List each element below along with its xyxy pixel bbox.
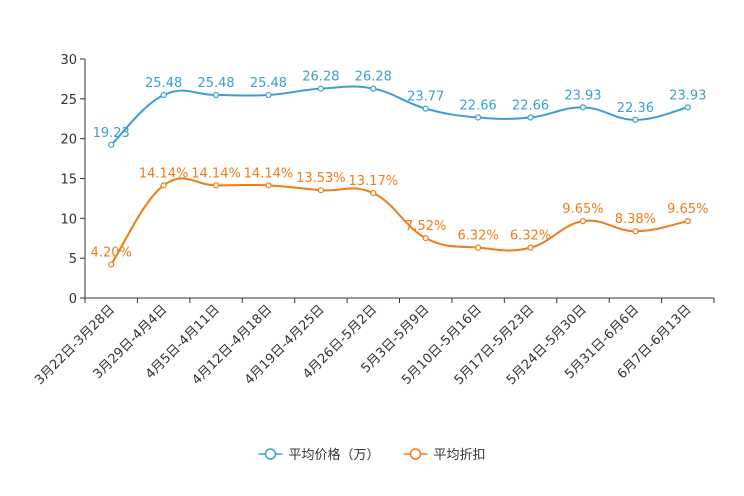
y-tick-label: 20 bbox=[60, 133, 77, 148]
data-point[interactable] bbox=[527, 244, 534, 251]
series-2: 4.20%14.14% 14.14% 14.14% 13.53% 13.17%7.52%… bbox=[91, 166, 708, 268]
data-label: 9.65% bbox=[562, 202, 603, 217]
legend-label: 平均折扣 bbox=[434, 448, 486, 463]
data-label: 25.48 bbox=[145, 76, 182, 91]
data-point[interactable] bbox=[108, 261, 115, 268]
data-label: 8.38% bbox=[615, 212, 656, 227]
data-label: 22.66 bbox=[512, 98, 549, 113]
y-tick-label: 10 bbox=[60, 212, 77, 227]
series-1: 19.23 25.48 25.48 25.48 26.28 26.28 23.77 22.66… bbox=[93, 70, 706, 148]
data-label: 13.53% bbox=[296, 171, 346, 186]
data-label: 6.32% bbox=[457, 229, 498, 244]
data-label: 14.14% bbox=[244, 166, 294, 181]
data-point[interactable] bbox=[265, 91, 272, 99]
data-label: 6.32% bbox=[510, 229, 551, 244]
data-label: 23.93 bbox=[564, 88, 601, 103]
data-point[interactable] bbox=[475, 244, 482, 251]
data-label: 22.66 bbox=[460, 98, 497, 113]
y-tick-label: 0 bbox=[69, 292, 77, 307]
data-label: 14.14% bbox=[139, 166, 189, 181]
data-label: 7.52% bbox=[405, 219, 446, 234]
data-point[interactable] bbox=[632, 116, 639, 123]
y-tick-label: 25 bbox=[60, 93, 77, 108]
legend-marker-icon bbox=[409, 448, 422, 460]
data-point[interactable] bbox=[108, 141, 115, 148]
data-label: 19.23 bbox=[93, 126, 130, 141]
data-label: 4.20% bbox=[91, 246, 132, 261]
data-point[interactable] bbox=[212, 91, 220, 99]
legend-item-2[interactable]: 平均折扣 bbox=[403, 448, 486, 463]
data-point[interactable] bbox=[422, 234, 429, 242]
data-label: 22.36 bbox=[617, 101, 654, 116]
data-label: 26.28 bbox=[355, 70, 392, 85]
data-label: 25.48 bbox=[250, 76, 287, 91]
data-label: 13.17% bbox=[349, 174, 399, 189]
data-label: 23.77 bbox=[407, 90, 444, 105]
legend-marker-icon bbox=[264, 448, 277, 460]
data-label: 14.14% bbox=[191, 166, 241, 181]
data-point[interactable] bbox=[579, 104, 587, 111]
data-point[interactable] bbox=[212, 182, 220, 189]
series-line bbox=[110, 85, 689, 146]
data-point[interactable] bbox=[422, 105, 429, 112]
data-point[interactable] bbox=[370, 85, 377, 92]
data-point[interactable] bbox=[160, 91, 167, 99]
data-point[interactable] bbox=[684, 218, 691, 225]
legend-label: 平均价格（万） bbox=[289, 447, 380, 463]
y-tick-label: 30 bbox=[60, 53, 77, 68]
series-layer: 19.23 25.48 25.48 25.48 26.28 26.28 23.77 22.66… bbox=[91, 70, 708, 268]
data-point[interactable] bbox=[684, 104, 691, 111]
y-tick-label: 5 bbox=[69, 252, 77, 267]
y-tick-label: 15 bbox=[60, 173, 77, 188]
data-point[interactable] bbox=[317, 85, 324, 92]
data-point[interactable] bbox=[475, 114, 482, 121]
axes: 0510152025303月22日-3月28日3月29日-4月4日4月5日-4月… bbox=[32, 53, 715, 388]
series-line bbox=[110, 177, 688, 266]
data-point[interactable] bbox=[160, 182, 167, 189]
data-label: 23.93 bbox=[669, 88, 706, 103]
data-point[interactable] bbox=[317, 187, 324, 194]
data-label: 25.48 bbox=[197, 76, 234, 91]
legend: 平均价格（万） 平均折扣 bbox=[258, 447, 486, 463]
data-point[interactable] bbox=[579, 218, 587, 225]
data-label: 9.65% bbox=[667, 202, 708, 217]
data-label: 26.28 bbox=[302, 70, 339, 85]
data-point[interactable] bbox=[632, 228, 639, 235]
data-point[interactable] bbox=[265, 182, 272, 189]
data-point[interactable] bbox=[527, 114, 534, 121]
legend-item-1[interactable]: 平均价格（万） bbox=[258, 447, 380, 463]
data-point[interactable] bbox=[370, 189, 377, 197]
